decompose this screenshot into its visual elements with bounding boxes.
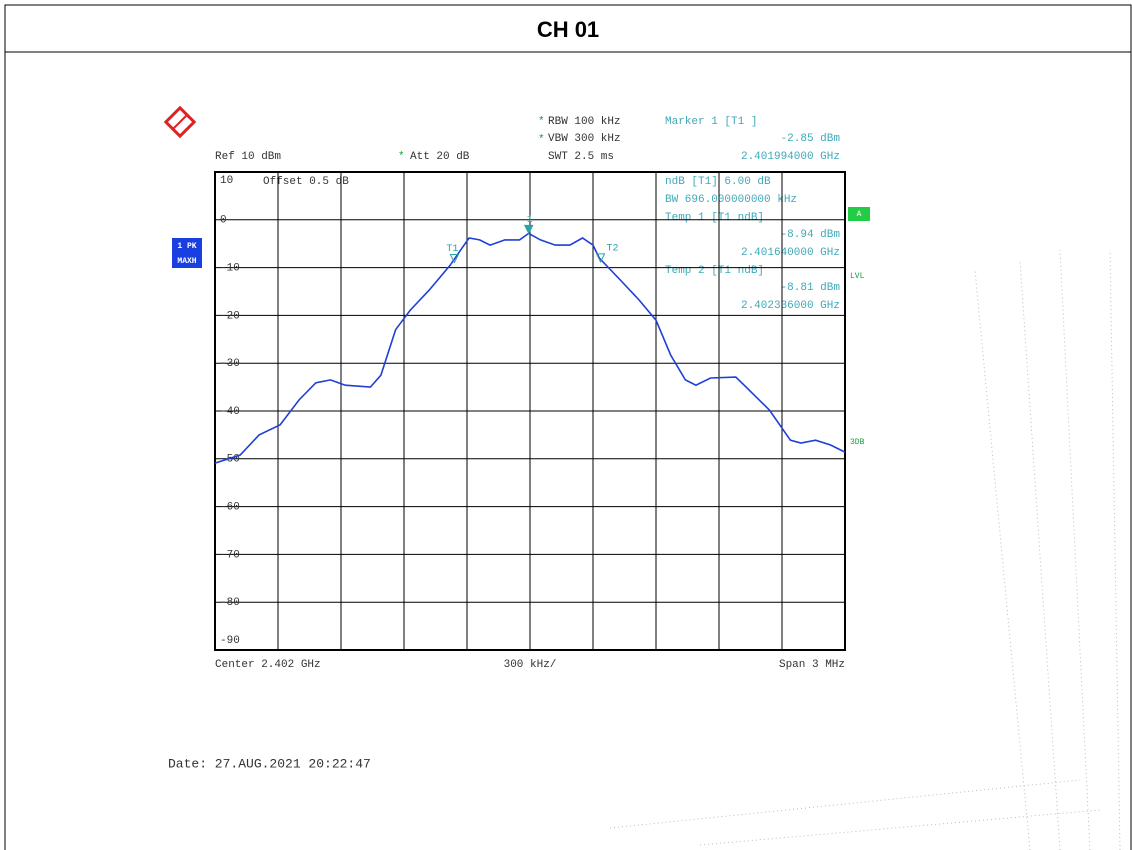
decor (610, 250, 1120, 850)
marker-label: T1 (446, 244, 458, 255)
marker-line: 2.401994000 GHz (741, 151, 840, 163)
ray (1110, 250, 1120, 850)
marker-line: 2.402336000 GHz (741, 300, 840, 312)
lvl-label: LVL (850, 272, 865, 281)
ray (1060, 250, 1090, 850)
ray (975, 270, 1030, 850)
rbw: RBW 100 kHz (548, 116, 621, 128)
swt: SWT 2.5 ms (548, 151, 614, 163)
y-tick-label: -10 (220, 263, 240, 275)
ray (610, 780, 1080, 828)
y-tick-label: -60 (220, 502, 240, 514)
star: * (398, 151, 405, 163)
marker-line: -8.94 dBm (781, 229, 841, 241)
marker-label: T2 (607, 244, 619, 255)
offset: Offset 0.5 dB (263, 176, 349, 188)
y-tick-label: -20 (220, 310, 240, 322)
marker-line: ndB [T1] 6.00 dB (665, 176, 771, 188)
marker-line: Temp 1 [T1 ndB] (665, 212, 764, 224)
per-division: 300 kHz/ (504, 659, 557, 671)
y-tick-label: 0 (220, 215, 227, 227)
y-tick-label: 10 (220, 175, 233, 187)
date: Date: 27.AUG.2021 20:22:47 (168, 756, 371, 771)
logo (166, 108, 194, 136)
page: CH 01 * * * RBW 100 kHz VBW 300 kHz SWT … (0, 0, 1132, 850)
y-tick-label: -70 (220, 549, 240, 561)
marker-label: 1 (527, 215, 533, 226)
marker-line: 2.401640000 GHz (741, 247, 840, 259)
vbw: VBW 300 kHz (548, 133, 621, 145)
span: Span 3 MHz (779, 659, 845, 671)
ref-level: Ref 10 dBm (215, 151, 281, 163)
star: * (538, 116, 545, 128)
a-label: A (857, 210, 862, 219)
y-tick-label: -30 (220, 358, 240, 370)
center-freq: Center 2.402 GHz (215, 659, 321, 671)
marker (525, 225, 533, 233)
db3-label: 3DB (850, 438, 865, 447)
marker-line: -2.85 dBm (781, 133, 841, 145)
trace-label: 1 PK (177, 242, 196, 251)
marker-line: Marker 1 [T1 ] (665, 116, 757, 128)
y-tick-label: -80 (220, 597, 240, 609)
logo-stroke (172, 114, 188, 130)
trace-mode: MAXH (177, 257, 196, 266)
marker-line: -8.81 dBm (781, 282, 841, 294)
marker-line: BW 696.000000000 kHz (665, 194, 797, 206)
y-tick-label: -90 (220, 635, 240, 647)
y-tick-label: -40 (220, 406, 240, 418)
attenuation: Att 20 dB (410, 151, 470, 163)
page-title: CH 01 (537, 17, 599, 42)
ray (1020, 260, 1060, 850)
ray (700, 810, 1100, 845)
star: * (538, 134, 545, 146)
marker-line: Temp 2 [T1 ndB] (665, 265, 764, 277)
